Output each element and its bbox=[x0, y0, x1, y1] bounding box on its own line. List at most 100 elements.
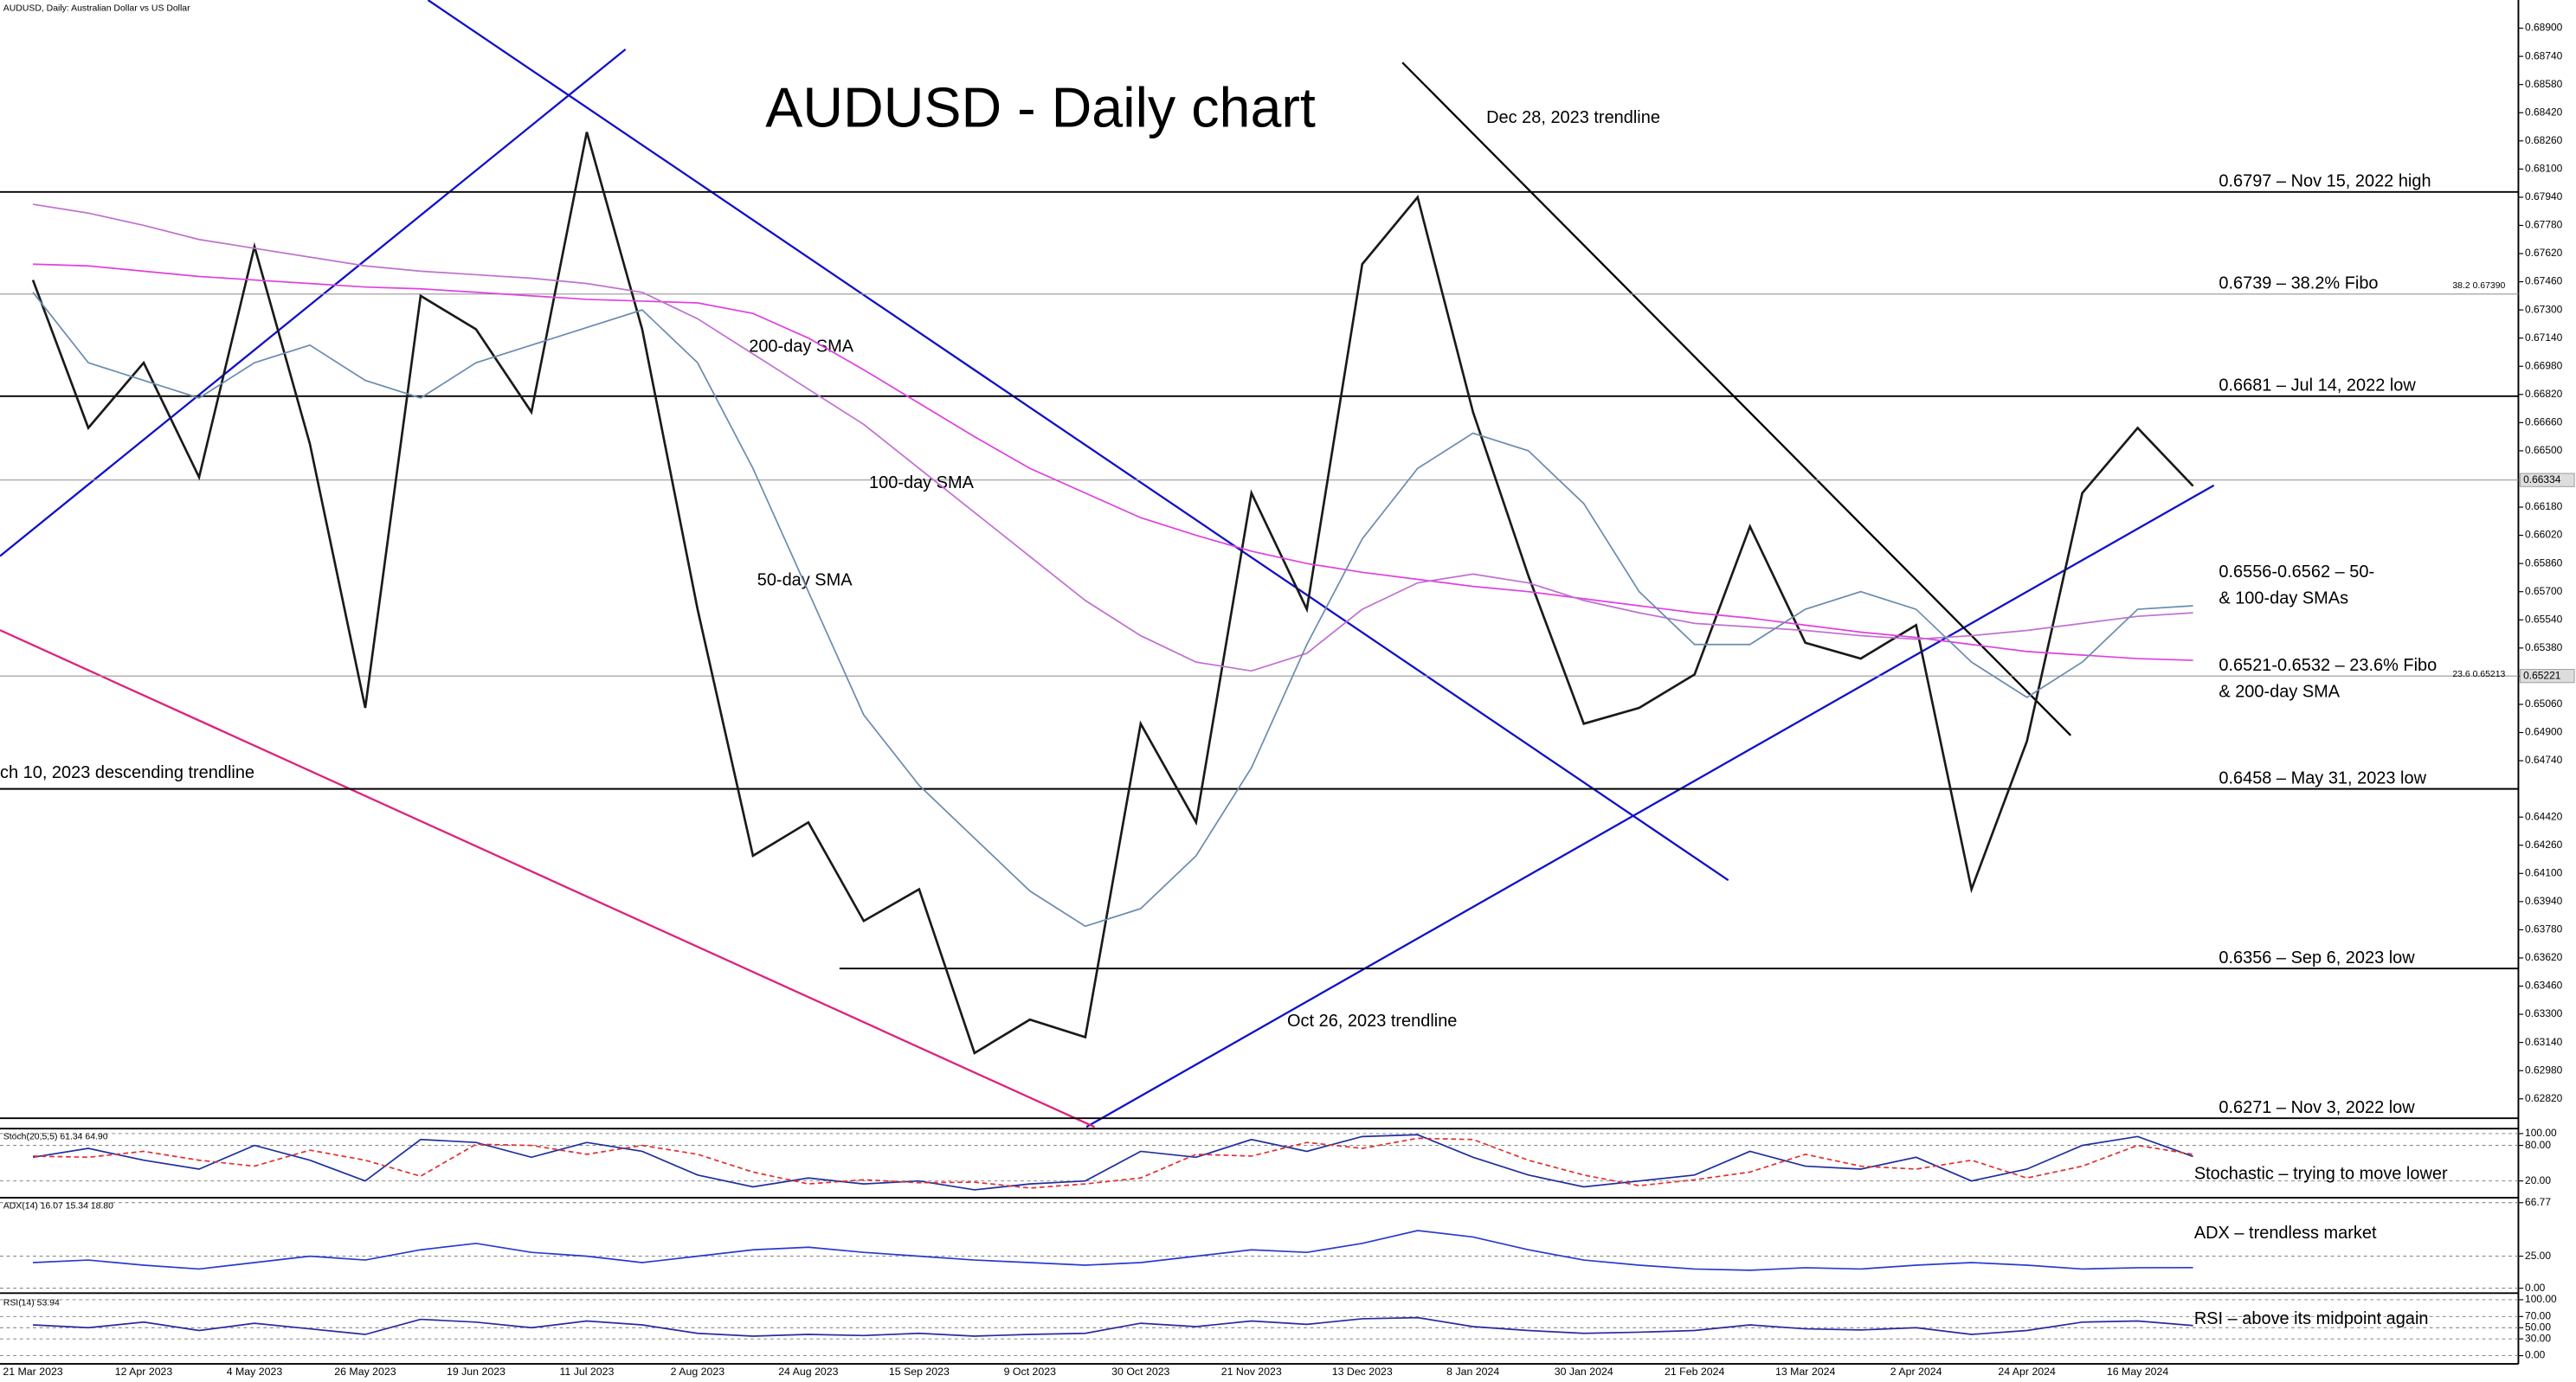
series-line bbox=[33, 263, 2193, 661]
annotation: & 100-day SMAs bbox=[2219, 588, 2348, 607]
x-tick-label: 16 May 2024 bbox=[2107, 1366, 2169, 1378]
price-tag: 0.65221 bbox=[2523, 669, 2561, 681]
level-label: 0.6356 – Sep 6, 2023 low bbox=[2219, 948, 2415, 967]
x-tick-label: 15 Sep 2023 bbox=[889, 1366, 950, 1378]
x-tick-label: 24 Apr 2024 bbox=[1998, 1366, 2056, 1378]
chart-title: AUDUSD - Daily chart bbox=[765, 75, 1316, 138]
y-tick-label: 0.68900 bbox=[2525, 22, 2563, 34]
indicator-title: Stoch(20,5,5) 61.34 64.90 bbox=[3, 1132, 108, 1141]
annotation: 100-day SMA bbox=[869, 473, 975, 492]
trendline bbox=[0, 629, 1096, 1128]
y-tick-label: 0.65060 bbox=[2525, 697, 2563, 710]
x-tick-label: 2 Aug 2023 bbox=[671, 1366, 725, 1378]
y-tick-label: 0.00 bbox=[2525, 1282, 2546, 1294]
trendline bbox=[1401, 61, 2072, 736]
y-tick-label: 0.65700 bbox=[2525, 585, 2563, 597]
annotation: & 200-day SMA bbox=[2219, 683, 2340, 702]
x-tick-label: 11 Jul 2023 bbox=[559, 1366, 614, 1378]
y-tick-label: 0.66660 bbox=[2525, 416, 2563, 428]
y-tick-label: 0.68420 bbox=[2525, 106, 2563, 118]
y-tick-label: 0.66180 bbox=[2525, 500, 2563, 512]
y-tick-label: 0.65860 bbox=[2525, 556, 2563, 569]
y-tick-label: 0.00 bbox=[2525, 1349, 2546, 1361]
y-tick-label: 0.68260 bbox=[2525, 134, 2563, 146]
price-tag-box bbox=[2519, 669, 2575, 684]
y-tick-label: 100.00 bbox=[2525, 1127, 2557, 1139]
annotation: 0.6556-0.6562 – 50- bbox=[2219, 562, 2374, 582]
series-line bbox=[32, 292, 2193, 928]
y-tick-label: 0.63460 bbox=[2525, 980, 2563, 992]
y-tick-label: 0.66820 bbox=[2525, 388, 2563, 400]
level-label: 0.6458 – May 31, 2023 low bbox=[2219, 768, 2426, 787]
y-tick-label: 0.66020 bbox=[2525, 529, 2563, 541]
x-tick-label: 9 Oct 2023 bbox=[1004, 1366, 1057, 1378]
level-label: 0.6739 – 38.2% Fibo bbox=[2219, 274, 2378, 293]
y-tick-label: 0.63620 bbox=[2525, 951, 2563, 963]
x-tick-label: 21 Nov 2023 bbox=[1221, 1366, 1282, 1378]
y-tick-label: 50.00 bbox=[2525, 1321, 2551, 1333]
y-tick-label: 0.67780 bbox=[2525, 219, 2563, 231]
indicator-title: RSI(14) 53.94 bbox=[3, 1299, 60, 1308]
y-tick-label: 20.00 bbox=[2525, 1174, 2551, 1186]
x-tick-label: 21 Feb 2024 bbox=[1665, 1366, 1724, 1378]
trendlines bbox=[0, 0, 2215, 1128]
y-tick-label: 0.64100 bbox=[2525, 866, 2563, 878]
y-tick-label: 0.63940 bbox=[2525, 895, 2563, 907]
trendline bbox=[0, 48, 627, 557]
series-line bbox=[31, 132, 2194, 1055]
y-tick-label: 66.77 bbox=[2525, 1196, 2551, 1208]
frame bbox=[0, 0, 2520, 1366]
y-tick-label: 0.64260 bbox=[2525, 839, 2563, 851]
y-tick-label: 0.67460 bbox=[2525, 275, 2563, 287]
y-tick-label: 0.64420 bbox=[2525, 810, 2563, 822]
y-tick-label: 80.00 bbox=[2525, 1139, 2551, 1151]
y-tick-label: 0.67300 bbox=[2525, 303, 2563, 315]
y-tick-label: 0.68580 bbox=[2525, 78, 2563, 90]
trendline bbox=[1085, 484, 2215, 1128]
chart-subtitle: AUDUSD, Daily: Australian Dollar vs US D… bbox=[3, 3, 190, 13]
x-tick-label: 30 Oct 2023 bbox=[1111, 1366, 1169, 1378]
y-tick-label: 100.00 bbox=[2525, 1293, 2557, 1305]
y-tick-label: 0.67620 bbox=[2525, 247, 2563, 259]
indicator-annotation: RSI – above its midpoint again bbox=[2194, 1309, 2429, 1328]
y-tick-label: 0.63300 bbox=[2525, 1007, 2563, 1019]
x-tick-label: 13 Mar 2024 bbox=[1775, 1366, 1835, 1378]
series-line bbox=[32, 203, 2193, 672]
y-tick-label: 0.68740 bbox=[2525, 49, 2563, 61]
annotation: 23.6 0.65213 bbox=[2452, 670, 2505, 679]
series-line bbox=[32, 1134, 2193, 1191]
y-tick-label: 70.00 bbox=[2525, 1309, 2551, 1321]
y-tick-label: 25.00 bbox=[2525, 1250, 2551, 1262]
x-tick-label: 8 Jan 2024 bbox=[1446, 1366, 1499, 1378]
level-label: 0.6271 – Nov 3, 2022 low bbox=[2219, 1098, 2415, 1117]
level-label: 0.6681 – Jul 14, 2022 low bbox=[2219, 376, 2416, 395]
y-tick-label: 0.64900 bbox=[2525, 726, 2563, 738]
y-tick-label: 0.63780 bbox=[2525, 923, 2563, 935]
x-tick-label: 2 Apr 2024 bbox=[1890, 1366, 1942, 1378]
annotation: 200-day SMA bbox=[749, 337, 854, 356]
annotation: 0.6521-0.6532 – 23.6% Fibo bbox=[2219, 656, 2437, 675]
trendline bbox=[427, 0, 1729, 882]
y-tick-label: 0.66500 bbox=[2525, 444, 2563, 456]
annotation: Dec 28, 2023 trendline bbox=[1486, 108, 1660, 127]
price-tag: 0.66334 bbox=[2523, 473, 2561, 485]
x-tick-label: 21 Mar 2023 bbox=[3, 1366, 62, 1378]
x-tick-label: 30 Jan 2024 bbox=[1555, 1366, 1613, 1378]
level-side-label: 38.2 0.67390 bbox=[2452, 281, 2505, 291]
y-tick-label: 0.65380 bbox=[2525, 641, 2563, 653]
y-tick-label: 0.64740 bbox=[2525, 754, 2563, 766]
indicator-annotation: Stochastic – trying to move lower bbox=[2194, 1165, 2448, 1184]
y-tick-label: 0.62980 bbox=[2525, 1064, 2563, 1076]
indicator-title: ADX(14) 16.07 15.34 18.80 bbox=[3, 1201, 113, 1211]
level-label: 0.6797 – Nov 15, 2022 high bbox=[2219, 172, 2431, 191]
series-line bbox=[32, 1230, 2193, 1271]
annotation: ch 10, 2023 descending trendline bbox=[0, 763, 254, 782]
y-tick-label: 0.68100 bbox=[2525, 163, 2563, 175]
y-tick-label: 0.66980 bbox=[2525, 359, 2563, 371]
x-tick-label: 19 Jun 2023 bbox=[447, 1366, 506, 1378]
series-line bbox=[33, 1137, 2193, 1189]
price-tag-box bbox=[2519, 472, 2575, 487]
y-tick-label: 0.62820 bbox=[2525, 1092, 2563, 1104]
